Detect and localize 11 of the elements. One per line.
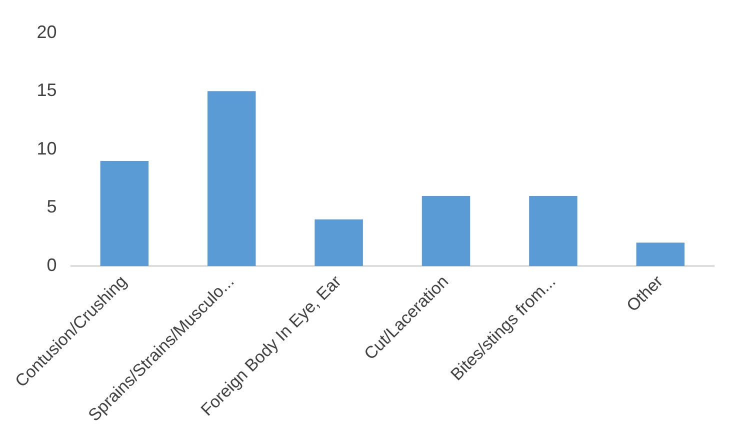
y-tick-label: 10 bbox=[36, 138, 57, 158]
bar bbox=[529, 196, 578, 266]
y-tick-label: 0 bbox=[46, 254, 57, 275]
bar bbox=[422, 196, 470, 266]
y-tick-label: 5 bbox=[46, 196, 57, 217]
y-tick-label: 20 bbox=[36, 22, 57, 42]
bar bbox=[207, 91, 256, 266]
bar bbox=[314, 219, 363, 266]
bar bbox=[636, 242, 685, 266]
bar bbox=[100, 161, 149, 266]
y-tick-label: 15 bbox=[36, 80, 57, 100]
